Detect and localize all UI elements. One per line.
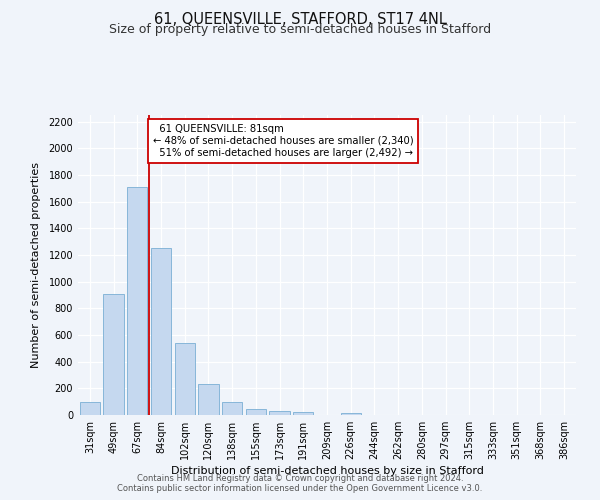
Bar [80,402,100,415]
Bar [293,412,313,415]
Bar [175,343,195,415]
X-axis label: Distribution of semi-detached houses by size in Stafford: Distribution of semi-detached houses by … [170,466,484,476]
Bar [199,384,218,415]
Y-axis label: Number of semi-detached properties: Number of semi-detached properties [31,162,41,368]
Text: 61, QUEENSVILLE, STAFFORD, ST17 4NL: 61, QUEENSVILLE, STAFFORD, ST17 4NL [154,12,446,28]
Bar [341,413,361,415]
Bar [151,248,171,415]
Bar [246,409,266,415]
Text: 61 QUEENSVILLE: 81sqm
← 48% of semi-detached houses are smaller (2,340)
  51% of: 61 QUEENSVILLE: 81sqm ← 48% of semi-deta… [152,124,413,158]
Text: Size of property relative to semi-detached houses in Stafford: Size of property relative to semi-detach… [109,22,491,36]
Bar [269,411,290,415]
Bar [103,294,124,415]
Text: Contains public sector information licensed under the Open Government Licence v3: Contains public sector information licen… [118,484,482,493]
Text: Contains HM Land Registry data © Crown copyright and database right 2024.: Contains HM Land Registry data © Crown c… [137,474,463,483]
Bar [222,402,242,415]
Bar [127,187,148,415]
